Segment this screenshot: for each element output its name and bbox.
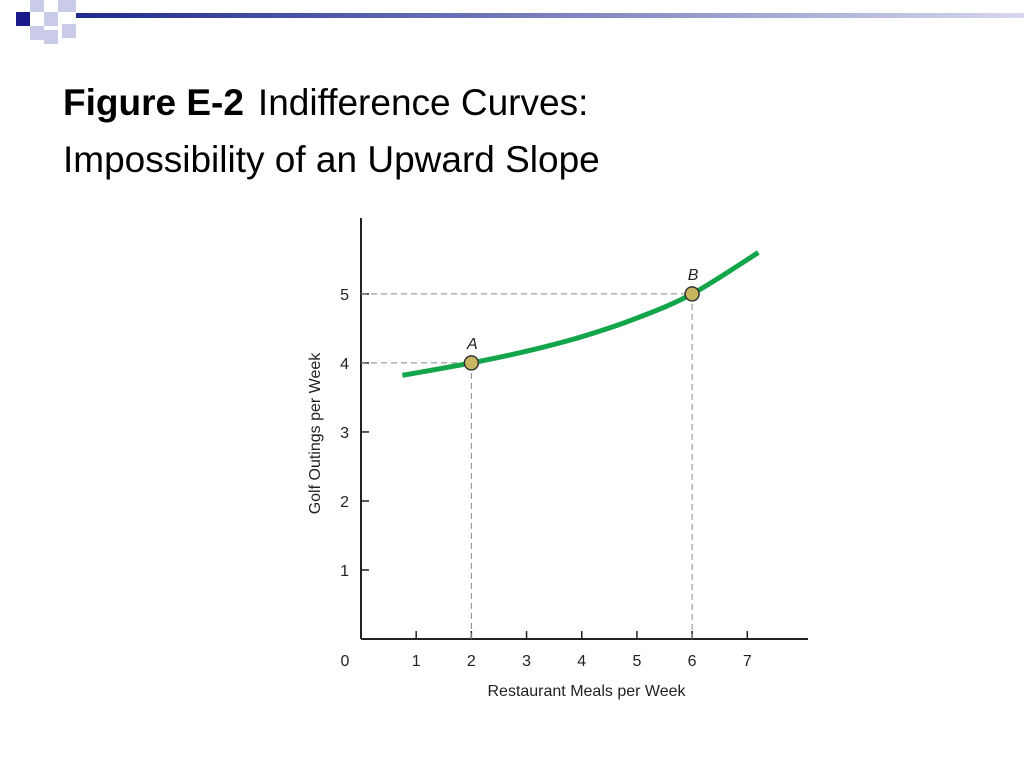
- y-tick-label: 4: [340, 356, 349, 373]
- title-line2: Impossibility of an Upward Slope: [63, 139, 600, 180]
- title-bold: Figure E-2: [63, 82, 244, 123]
- title-rest: Indifference Curves:: [258, 82, 588, 123]
- x-tick-label: 2: [467, 653, 476, 670]
- point: [463, 355, 480, 371]
- y-axis-label: Golf Outings per Week: [307, 352, 324, 515]
- point: [684, 286, 700, 302]
- y-tick-label: 2: [340, 494, 349, 511]
- x-tick-label: 3: [522, 653, 531, 670]
- y-tick-label: 1: [340, 563, 349, 580]
- indifference-curve: [401, 250, 760, 378]
- origin-label: 0: [341, 653, 350, 670]
- x-tick-label: 7: [743, 653, 752, 670]
- x-axis-label: Restaurant Meals per Week: [487, 683, 686, 700]
- x-tick-label: 6: [688, 653, 697, 670]
- x-tick-label: 1: [412, 653, 421, 670]
- x-tick-label: 5: [632, 653, 641, 670]
- y-tick-label: 3: [340, 425, 349, 442]
- x-tick-label: 4: [577, 653, 586, 670]
- logo-squares: [16, 0, 76, 44]
- header-bar: [76, 13, 1024, 18]
- point-label: B: [688, 267, 699, 284]
- y-tick-label: 5: [340, 287, 349, 304]
- point-label: A: [466, 336, 478, 353]
- title: Figure E-2 Indifference Curves:: [63, 82, 588, 123]
